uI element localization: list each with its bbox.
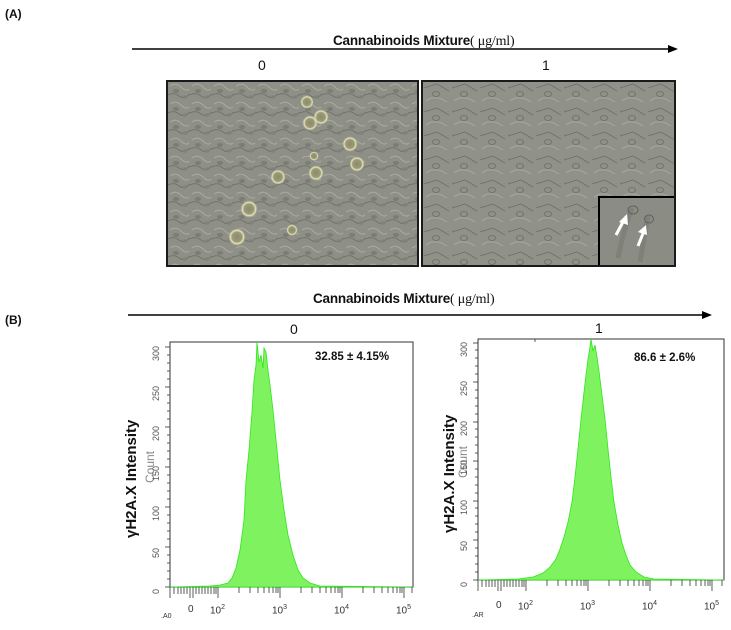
y-tick-200: 200: [151, 425, 161, 441]
y-tick-300: 300: [459, 341, 469, 357]
panel-b-axis-title: Cannabinoids Mixture( μg/ml): [313, 291, 495, 308]
panel-b-conc-1: 1: [595, 320, 603, 336]
x-tick-1e3: 103: [580, 600, 595, 612]
x-tick-1e2: 102: [210, 604, 225, 616]
inset-cells: [600, 198, 674, 265]
x-tick-exp: 5: [715, 600, 720, 607]
micrograph-control: [166, 80, 419, 267]
y-tick-300: 300: [151, 345, 161, 361]
histogram-1-y-ticks: 0 50 100 150 200 250 300: [459, 337, 471, 587]
y-tick-100: 100: [459, 499, 469, 515]
panel-a-axis-title-text: Cannabinoids Mixture: [333, 33, 471, 48]
panel-a-label: (A): [5, 7, 22, 21]
panel-b-arrow-icon: [128, 311, 712, 319]
histogram-0-percent-label: 32.85 ± 4.15%: [315, 351, 390, 363]
micrograph-control-cells: [168, 82, 417, 265]
x-tick-exp: 3: [591, 600, 596, 607]
histogram-0: [165, 341, 414, 598]
x-tick-0: 0: [188, 604, 194, 615]
y-tick-50: 50: [459, 540, 469, 551]
y-tick-0: 0: [459, 581, 469, 587]
y-tick-150: 150: [151, 465, 161, 481]
histogram-0-y-ticks: 0 50 100 150 200 250 300: [151, 340, 163, 594]
x-tick-1e5: 105: [396, 604, 411, 616]
panel-b-axis-title-text: Cannabinoids Mixture: [313, 291, 451, 306]
histogram-1-percent-label: 86.6 ± 2.6%: [634, 352, 696, 364]
histogram-0-y-label: γH2A.X Intensity: [123, 419, 140, 538]
panel-a-axis-title: Cannabinoids Mixture( μg/ml): [333, 33, 515, 50]
panel-b-axis-unit: ( μg/ml): [450, 292, 495, 307]
x-tick-0: 0: [496, 600, 502, 611]
x-tick-1e5: 105: [704, 600, 719, 612]
x-tick-1e3: 103: [272, 604, 287, 616]
panel-b-conc-0: 0: [290, 321, 298, 337]
x-tick-1e4: 104: [642, 600, 657, 612]
x-tick-exp: 3: [283, 604, 288, 611]
x-tick-base: 10: [396, 605, 408, 617]
x-tick-base: 10: [580, 601, 592, 613]
y-tick-50: 50: [151, 547, 161, 558]
x-tick-exp: 4: [345, 604, 350, 611]
x-tick-base: 10: [210, 605, 222, 617]
y-tick-150: 150: [459, 459, 469, 475]
histogram-0-x-ticks: .A0 0 102 103 104 105: [150, 600, 420, 629]
x-corner-label: .AR: [472, 612, 484, 619]
y-tick-200: 200: [459, 420, 469, 436]
x-tick-base: 10: [642, 601, 654, 613]
panel-a-conc-0: 0: [258, 57, 266, 73]
x-tick-exp: 5: [407, 604, 412, 611]
y-tick-250: 250: [459, 380, 469, 396]
panel-b-label: (B): [5, 313, 22, 327]
micrograph-inset: [598, 196, 674, 265]
x-tick-base: 10: [334, 605, 346, 617]
x-tick-1e2: 102: [518, 600, 533, 612]
x-tick-base: 10: [704, 601, 716, 613]
histogram-1: [473, 338, 725, 591]
x-corner-label: .A0: [161, 613, 172, 620]
x-tick-exp: 4: [653, 600, 658, 607]
panel-a-arrow-icon: [132, 45, 678, 53]
histogram-1-x-ticks: .AR 0 102 103 104 105: [458, 594, 728, 629]
white-arrow-icon: [614, 214, 647, 247]
panel-a-conc-1: 1: [542, 57, 550, 73]
micrograph-treated: [421, 80, 676, 267]
panel-a-axis-unit: ( μg/ml): [470, 34, 515, 49]
y-tick-250: 250: [151, 385, 161, 401]
x-tick-exp: 2: [529, 600, 534, 607]
y-tick-100: 100: [151, 505, 161, 521]
x-tick-1e4: 104: [334, 604, 349, 616]
x-tick-base: 10: [272, 605, 284, 617]
x-tick-exp: 2: [221, 604, 226, 611]
y-tick-0: 0: [151, 588, 161, 594]
x-tick-base: 10: [518, 601, 530, 613]
